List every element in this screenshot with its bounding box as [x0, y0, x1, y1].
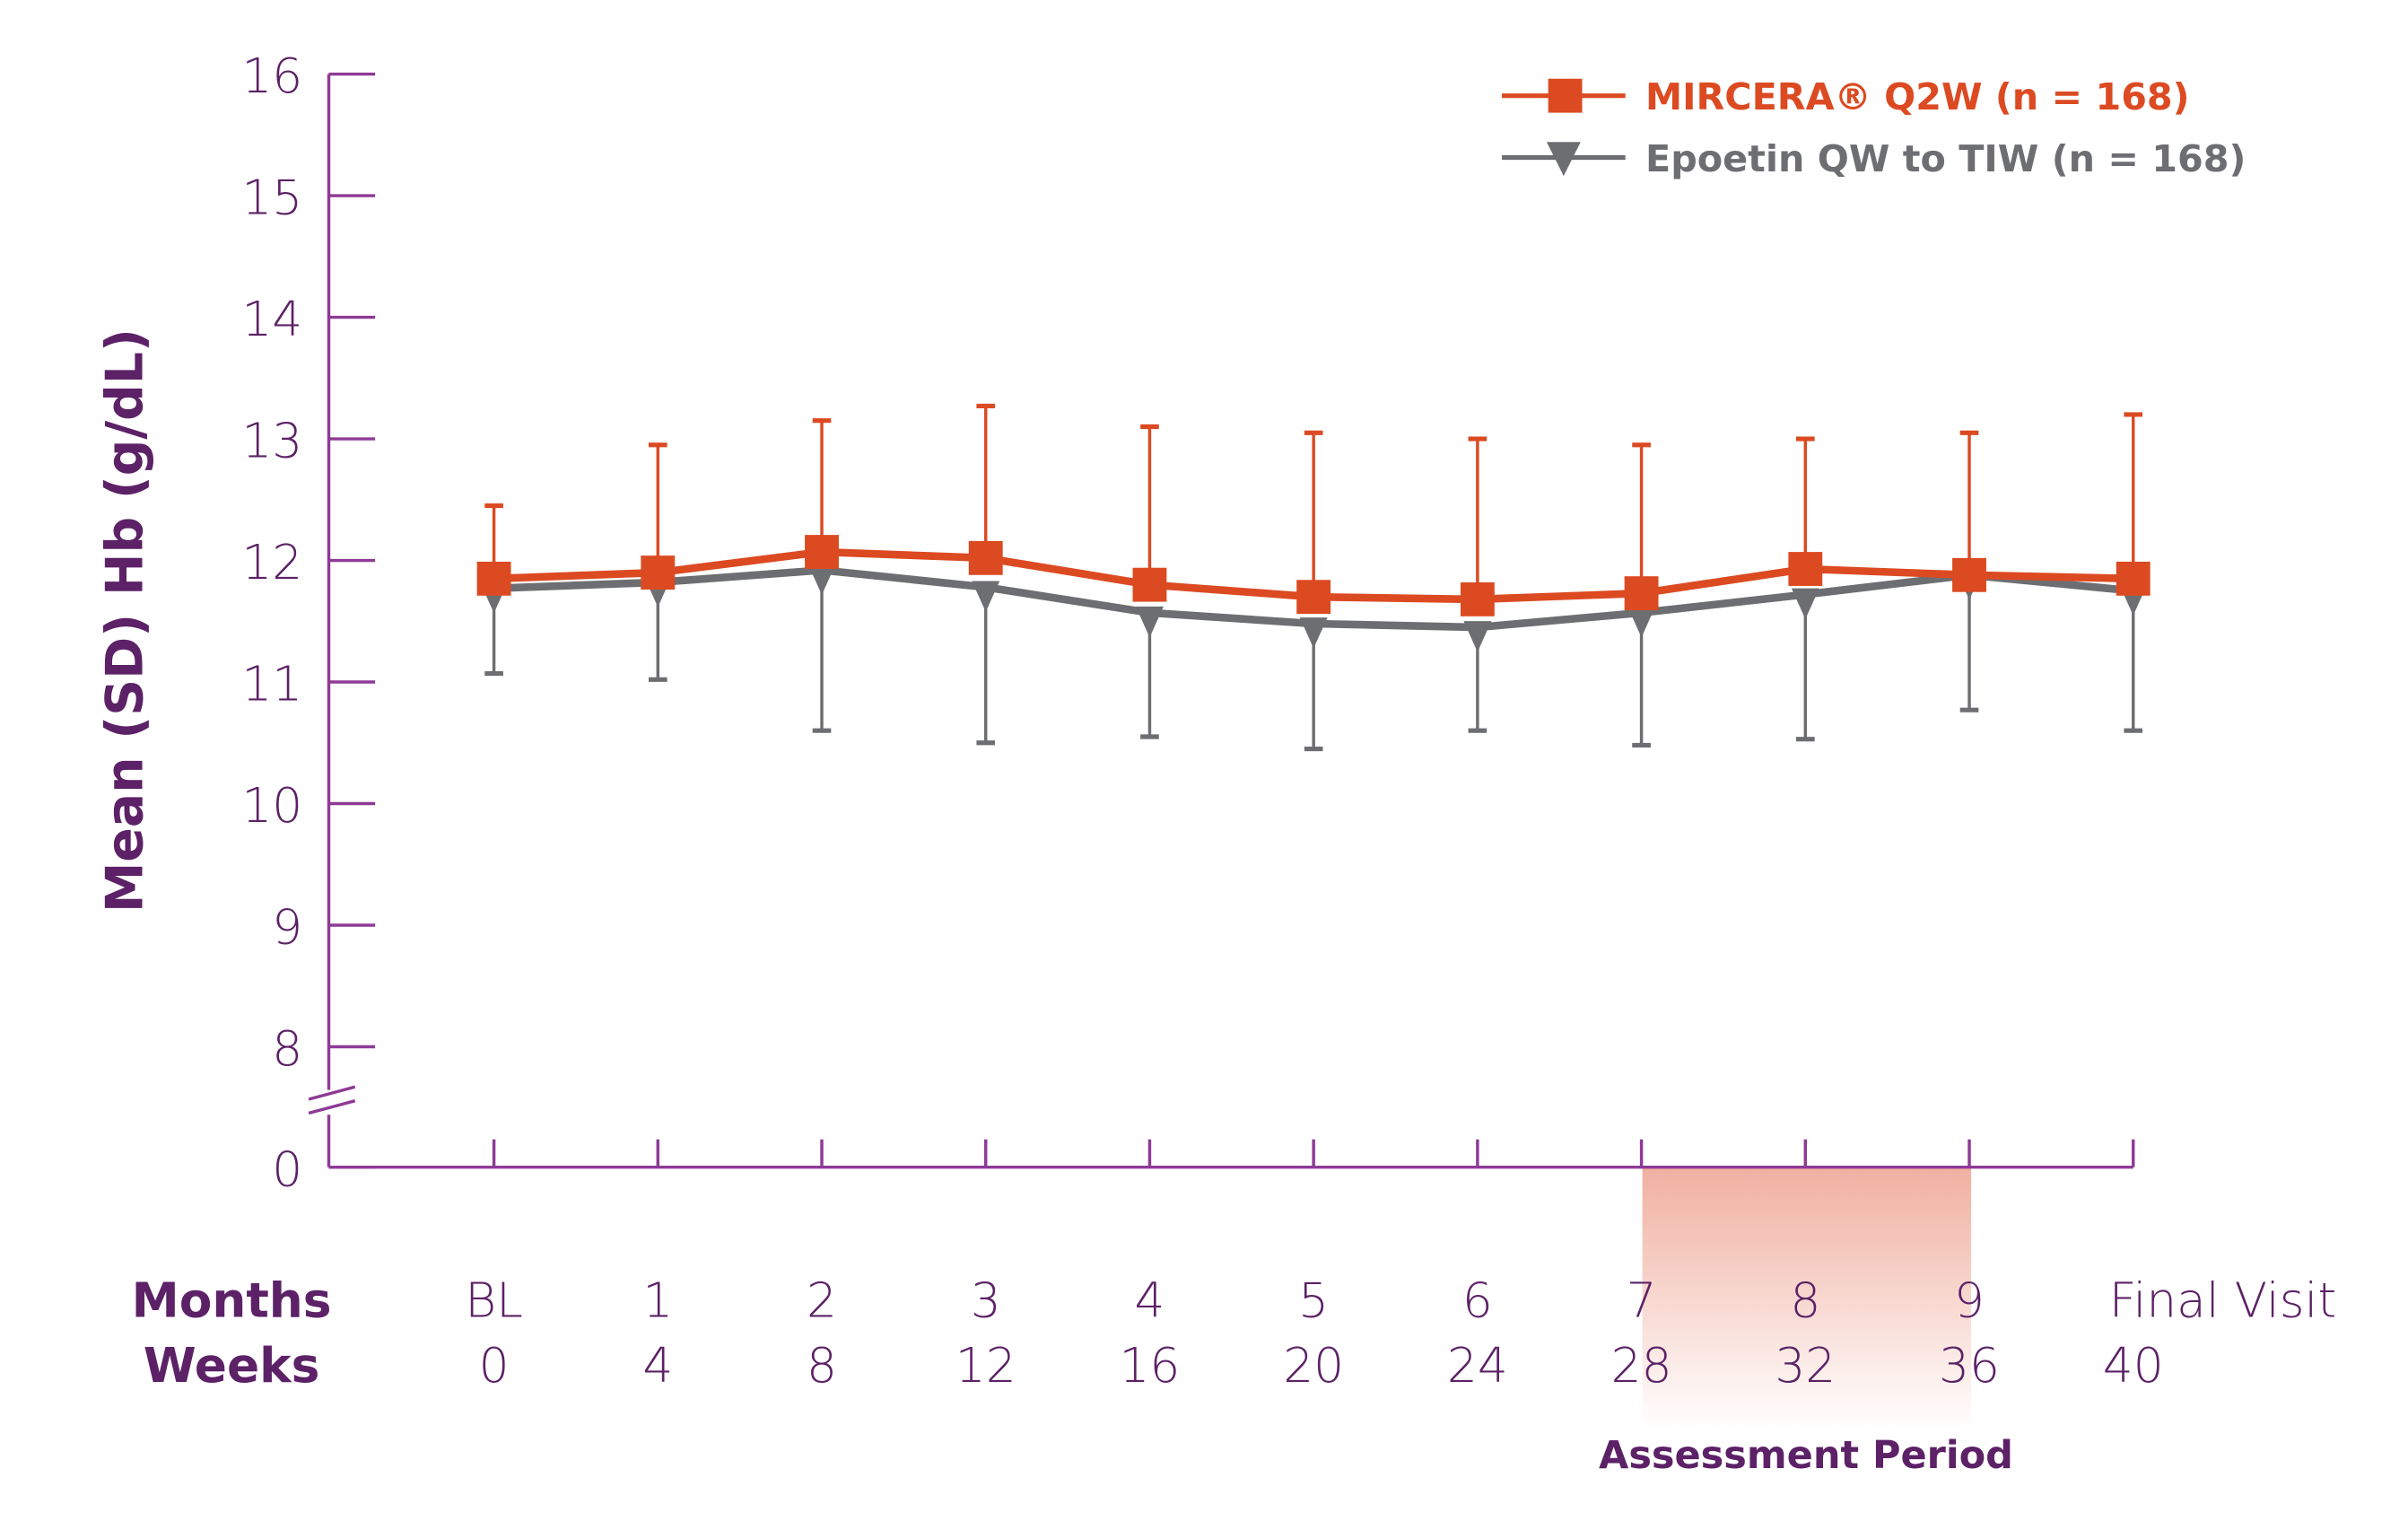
legend-epoetin-label: Epoetin QW to TIW (n = 168): [1645, 137, 2246, 180]
epoetin-point: [1135, 606, 1164, 638]
mircera-point: [968, 540, 1003, 575]
weeks-row-label: Weeks: [144, 1337, 319, 1394]
y-tick-label: 16: [241, 48, 302, 104]
week-tick-label: 16: [1120, 1337, 1181, 1394]
y-tick-label: 10: [241, 777, 302, 834]
mircera-point: [1952, 557, 1986, 592]
epoetin-point: [1299, 617, 1328, 649]
epoetin-point: [972, 581, 1000, 612]
week-tick-label: 28: [1611, 1337, 1672, 1394]
week-tick-label: 20: [1283, 1337, 1344, 1394]
assessment-period-band: [1642, 1167, 1972, 1430]
mircera-point: [1132, 567, 1167, 602]
y-tick-label: 14: [241, 291, 302, 347]
week-tick-label: 24: [1447, 1337, 1508, 1394]
week-tick-label: 4: [642, 1337, 673, 1394]
epoetin-point: [1627, 606, 1656, 638]
axis-break-mark: [308, 1085, 356, 1101]
month-tick-label: Final Visit: [2109, 1272, 2337, 1329]
month-tick-label: 2: [807, 1272, 837, 1329]
epoetin-point: [1791, 588, 1819, 620]
mircera-point: [805, 535, 839, 569]
assessment-period-label: Assessment Period: [1599, 1433, 2013, 1478]
y-tick-label: 11: [241, 656, 302, 713]
mircera-point: [1788, 552, 1823, 586]
y-tick-label: 8: [272, 1020, 302, 1077]
mircera-point: [641, 555, 676, 590]
month-tick-label: BL: [465, 1272, 523, 1329]
legend-triangle-marker: [1546, 142, 1581, 177]
y-tick-label: 12: [241, 534, 302, 590]
week-tick-label: 40: [2103, 1337, 2164, 1394]
mircera-point: [476, 561, 511, 596]
month-tick-label: 6: [1462, 1272, 1493, 1329]
epoetin-point: [1463, 621, 1492, 652]
mircera-point: [2116, 561, 2151, 596]
y-tick-label: 13: [241, 413, 302, 469]
month-tick-label: 5: [1298, 1272, 1329, 1329]
legend: MIRCERA® Q2W (n = 168) Epoetin QW to TIW…: [1502, 75, 2246, 180]
month-tick-label: 3: [971, 1272, 1001, 1329]
month-tick-label: 9: [1954, 1272, 1985, 1329]
y-tick-label: 0: [272, 1141, 302, 1197]
week-tick-label: 12: [955, 1337, 1016, 1394]
y-tick-label: 15: [241, 170, 302, 226]
month-tick-label: 8: [1790, 1272, 1820, 1329]
months-row-label: Months: [132, 1272, 332, 1329]
week-tick-label: 36: [1939, 1337, 2000, 1394]
week-tick-label: 0: [479, 1337, 510, 1394]
legend-mircera-label: MIRCERA® Q2W (n = 168): [1645, 75, 2189, 118]
week-tick-label: 8: [807, 1337, 837, 1394]
mircera-point: [1624, 576, 1659, 611]
axis-break-mark: [308, 1099, 356, 1115]
y-axis-label: Mean (SD) Hb (g/dL): [95, 328, 154, 913]
y-tick-label: 9: [272, 899, 302, 956]
mircera-point: [1296, 580, 1331, 615]
mircera-point: [1460, 581, 1495, 616]
month-tick-label: 4: [1134, 1272, 1165, 1329]
month-tick-label: 1: [642, 1272, 673, 1329]
month-tick-label: 7: [1627, 1272, 1657, 1329]
week-tick-label: 32: [1775, 1337, 1836, 1394]
legend-square-marker: [1548, 78, 1583, 113]
epoetin-point: [807, 564, 836, 595]
